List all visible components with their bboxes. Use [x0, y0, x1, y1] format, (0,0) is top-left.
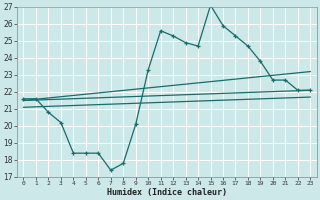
X-axis label: Humidex (Indice chaleur): Humidex (Indice chaleur): [107, 188, 227, 197]
